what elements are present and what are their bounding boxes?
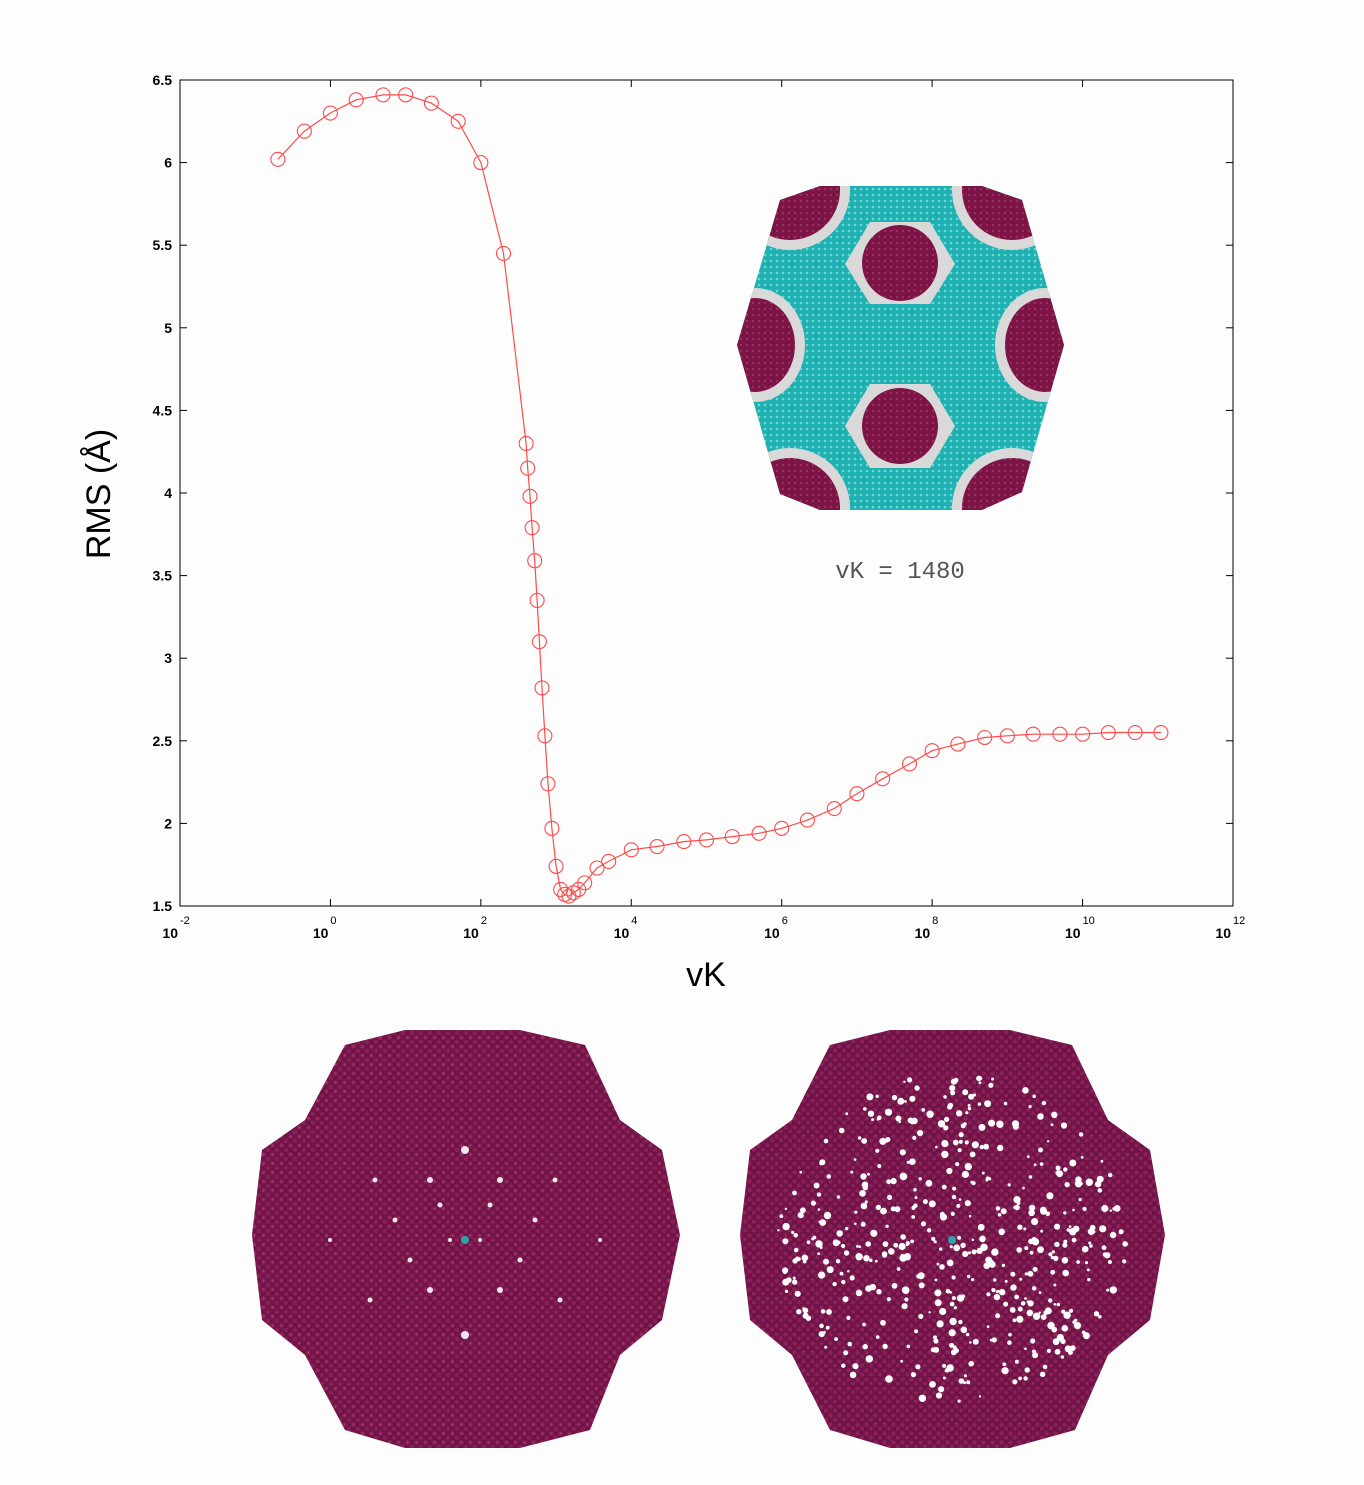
data-point-10 xyxy=(518,435,534,451)
x-tick-label-5: 10 xyxy=(915,925,931,941)
x-tick-label-exp-5: 8 xyxy=(932,915,938,927)
data-point-27 xyxy=(577,875,593,891)
x-tick-label-1: 10 xyxy=(313,925,329,941)
x-tick-label-2: 10 xyxy=(463,925,479,941)
data-point-50 xyxy=(1127,724,1143,741)
plot-area xyxy=(179,79,1234,907)
data-point-29 xyxy=(601,853,617,869)
inset-capsid-image xyxy=(737,186,1064,510)
y-tick-label-8: 5.5 xyxy=(153,237,173,253)
x-tick-label-6: 10 xyxy=(1065,925,1081,941)
data-point-3 xyxy=(348,92,364,108)
data-point-42 xyxy=(924,743,940,759)
data-point-45 xyxy=(999,728,1015,744)
data-point-16 xyxy=(531,634,547,650)
data-point-14 xyxy=(527,553,543,569)
data-point-40 xyxy=(875,771,891,787)
capsid-image-left xyxy=(252,1030,680,1448)
y-axis: 1.5 2 2.5 3 3.5 4 4.5 5 5.5 6 6.5 xyxy=(153,72,1233,914)
y-tick-label-2: 2.5 xyxy=(153,733,173,749)
y-tick-label-9: 6 xyxy=(164,155,172,171)
x-axis-label: vK xyxy=(686,956,726,994)
data-point-51 xyxy=(1153,724,1169,741)
data-point-33 xyxy=(698,832,715,848)
data-point-17 xyxy=(534,680,550,696)
data-point-41 xyxy=(901,756,918,772)
data-point-8 xyxy=(473,155,489,171)
inset-label: vK = 1480 xyxy=(835,559,965,586)
data-point-37 xyxy=(799,812,816,828)
data-point-28 xyxy=(589,860,605,876)
data-point-46 xyxy=(1025,726,1041,742)
data-point-47 xyxy=(1052,726,1068,742)
data-point-38 xyxy=(826,800,842,817)
data-point-44 xyxy=(977,729,993,746)
y-tick-label-7: 5 xyxy=(164,320,172,336)
x-tick-label-exp-4: 6 xyxy=(782,915,788,927)
data-point-19 xyxy=(540,776,556,792)
x-tick-label-7: 10 xyxy=(1215,925,1231,941)
data-point-5 xyxy=(398,87,414,103)
x-tick-label-exp-6: 10 xyxy=(1083,915,1095,927)
data-point-18 xyxy=(537,728,553,744)
data-point-11 xyxy=(520,460,536,476)
capsid-right-center-marker xyxy=(948,1236,956,1244)
data-point-7 xyxy=(450,113,466,129)
data-point-12 xyxy=(522,488,538,504)
y-tick-label-10: 6.5 xyxy=(153,72,173,88)
x-tick-label-exp-1: 0 xyxy=(330,915,336,927)
y-axis-label: RMS (Å) xyxy=(80,429,118,559)
x-tick-label-0: 10 xyxy=(162,925,178,941)
data-point-49 xyxy=(1100,724,1116,741)
x-tick-label-exp-3: 4 xyxy=(631,915,637,927)
data-point-13 xyxy=(524,520,540,536)
data-point-32 xyxy=(676,834,692,850)
y-tick-label-6: 4.5 xyxy=(153,402,173,418)
x-tick-label-4: 10 xyxy=(764,925,780,941)
data-point-0 xyxy=(270,151,286,167)
x-tick-label-exp-0: -2 xyxy=(180,915,190,927)
data-point-35 xyxy=(751,825,767,841)
data-point-6 xyxy=(423,95,439,111)
y-tick-label-3: 3 xyxy=(164,650,172,666)
x-tick-label-exp-2: 2 xyxy=(481,915,487,927)
capsid-left-center-marker xyxy=(461,1236,469,1244)
y-tick-label-4: 3.5 xyxy=(153,568,173,584)
y-tick-label-1: 2 xyxy=(164,815,172,831)
data-point-30 xyxy=(623,842,639,858)
data-point-9 xyxy=(495,245,512,262)
x-tick-label-exp-7: 12 xyxy=(1233,915,1245,927)
data-point-2 xyxy=(322,105,338,121)
data-point-34 xyxy=(724,829,740,845)
x-tick-label-3: 10 xyxy=(614,925,630,941)
capsid-image-right xyxy=(740,1030,1165,1448)
data-point-4 xyxy=(375,87,391,103)
data-point-48 xyxy=(1075,726,1091,742)
data-point-39 xyxy=(849,786,865,802)
data-point-43 xyxy=(950,736,966,752)
series-rms xyxy=(270,87,1169,904)
y-tick-label-5: 4 xyxy=(164,485,172,501)
data-point-1 xyxy=(296,123,312,139)
data-point-20 xyxy=(544,820,560,836)
data-point-36 xyxy=(774,820,790,836)
data-point-15 xyxy=(529,592,545,608)
series-line-0 xyxy=(277,94,1161,897)
y-tick-label-0: 1.5 xyxy=(153,898,173,914)
data-point-31 xyxy=(649,838,665,855)
data-point-21 xyxy=(548,858,564,874)
